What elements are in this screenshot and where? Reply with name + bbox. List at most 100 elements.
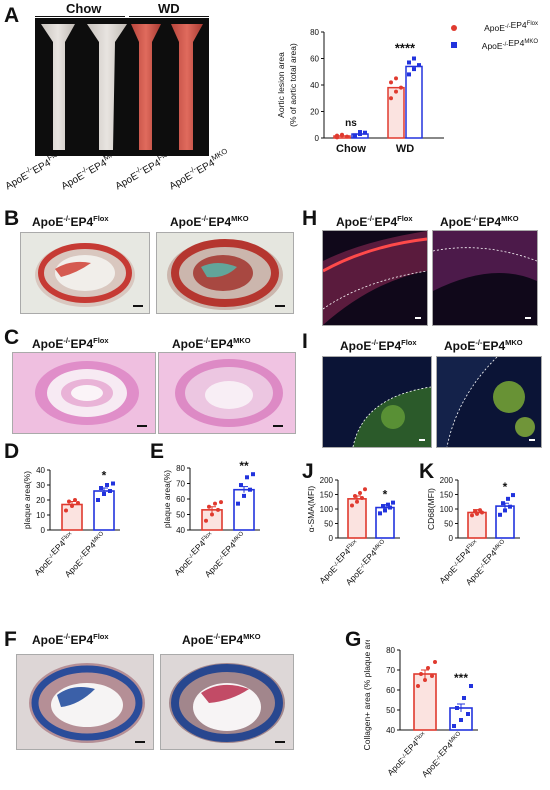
y-tick-label: 100: [320, 505, 334, 514]
panel-label-e: E: [150, 440, 165, 463]
data-point: [353, 133, 357, 138]
y-tick-label: 20: [36, 496, 45, 505]
data-point: [239, 483, 243, 488]
bar: [405, 65, 423, 139]
aorta-photo: [35, 18, 209, 156]
b-header-flox: ApoE-/-EP4Flox: [32, 214, 109, 229]
significance-label: *: [503, 480, 508, 494]
data-point: [216, 507, 220, 512]
data-point: [478, 508, 482, 513]
scale-bar: [525, 317, 531, 319]
scale-bar: [275, 741, 285, 743]
data-point: [345, 134, 349, 139]
c-header-flox: ApoE-/-EP4Flox: [32, 336, 109, 351]
legend-label-mko: ApoE-/-EP4MKO: [482, 38, 539, 51]
bar: [93, 490, 115, 531]
data-point: [470, 513, 474, 518]
i-header-flox: ApoE-/-EP4Flox: [340, 338, 417, 353]
panel-label-f: F: [4, 628, 17, 651]
panel-label-h: H: [302, 207, 318, 230]
i-image-mko-drawing: [437, 357, 535, 447]
c-image-flox-drawing: [35, 361, 139, 425]
data-point: [407, 60, 411, 65]
data-point: [389, 80, 393, 85]
data-point: [76, 501, 80, 505]
data-point: [102, 492, 106, 496]
y-axis-label: plaque area(%): [22, 471, 32, 529]
scale-bar: [415, 317, 421, 319]
c-image-mko: [158, 352, 296, 434]
data-point: [503, 508, 507, 513]
data-point: [430, 674, 434, 678]
data-point: [245, 475, 249, 480]
y-axis-label: CD68(MFI): [428, 488, 436, 530]
data-point: [360, 495, 364, 500]
panel-label-j: J: [302, 460, 314, 483]
y-tick-label: 60: [386, 686, 395, 695]
data-point: [111, 481, 115, 486]
data-point: [340, 132, 344, 137]
significance-label: *: [102, 469, 107, 483]
i-header-mko: ApoE-/-EP4MKO: [444, 338, 523, 353]
c-header-mko: ApoE-/-EP4MKO: [172, 336, 251, 351]
data-point: [394, 89, 398, 94]
significance-label: *: [383, 488, 388, 502]
b-image-flox: [20, 232, 150, 314]
aorta-group-labels: ApoE-/-EP4Flox ApoE-/-EP4MKO ApoE-/-EP4F…: [2, 146, 232, 208]
data-point: [381, 504, 385, 509]
data-point: [473, 509, 477, 514]
y-tick-label: 60: [310, 55, 319, 64]
y-tick-label: 40: [310, 81, 319, 90]
data-point: [412, 56, 416, 61]
y-tick-label: 70: [176, 480, 185, 489]
y-axis-label: Aortic lesion area: [276, 52, 286, 118]
data-point: [426, 666, 430, 670]
data-point: [407, 72, 411, 77]
f-header-mko: ApoE-/-EP4MKO: [182, 632, 261, 647]
data-point: [213, 501, 217, 506]
bar: [413, 673, 437, 731]
data-point: [455, 706, 459, 710]
data-point: [242, 493, 246, 498]
scale-bar: [273, 425, 283, 427]
panel-label-b: B: [4, 207, 20, 230]
chart-k: 050100150200CD68(MFI)ApoE-/-EP4FloxApoE-…: [428, 476, 520, 587]
data-point: [108, 489, 112, 493]
y-tick-label: 50: [386, 706, 395, 715]
data-point: [423, 678, 427, 682]
y-tick-label: 100: [440, 505, 454, 514]
y-tick-label: 60: [176, 495, 185, 504]
data-point: [498, 512, 502, 517]
f-image-mko-drawing: [169, 663, 285, 743]
y-tick-label: 30: [36, 481, 45, 490]
f-image-flox-drawing: [29, 663, 145, 743]
data-point: [105, 483, 109, 487]
panel-label-k: K: [419, 460, 435, 483]
scale-bar: [135, 741, 145, 743]
y-axis-label: Collagen+ area (% plaque area): [362, 640, 372, 750]
y-tick-label: 80: [176, 464, 185, 473]
data-point: [511, 493, 515, 498]
f-header-flox: ApoE-/-EP4Flox: [32, 632, 109, 647]
y-tick-label: 20: [310, 108, 319, 117]
scale-bar: [419, 439, 425, 441]
significance-label: **: [239, 459, 249, 473]
i-image-mko: [436, 356, 542, 448]
data-point: [412, 67, 416, 72]
aorta-photo-drawing: [41, 24, 203, 150]
y-tick-label: 70: [386, 666, 395, 675]
y-tick-label: 0: [329, 534, 334, 543]
y-tick-label: 80: [386, 646, 395, 655]
data-point: [236, 501, 240, 506]
data-point: [459, 718, 463, 722]
legend-marker-mko: [451, 42, 457, 48]
y-tick-label: 200: [320, 476, 334, 485]
data-point: [394, 76, 398, 81]
i-image-flox: [322, 356, 432, 448]
chart-g: 40 50 60 70 80 Collagen+ area (% plaque area)…: [362, 640, 478, 779]
y-tick-label: 0: [41, 526, 46, 535]
data-point: [207, 504, 211, 509]
chart-j: 050100150200α-SMA(MFI)ApoE-/-EP4FloxApoE…: [308, 476, 400, 587]
